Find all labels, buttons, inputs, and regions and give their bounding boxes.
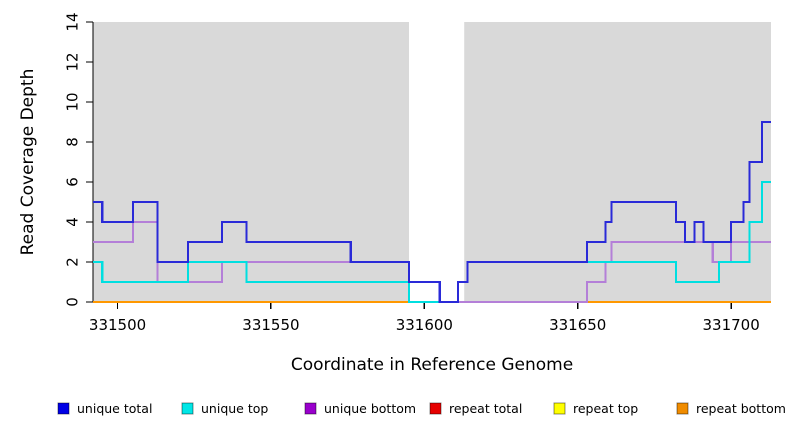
y-tick-label: 10 xyxy=(63,92,81,111)
legend-label: unique top xyxy=(201,401,268,416)
legend: unique total unique top unique bottom repea… xyxy=(57,401,786,416)
y-tick-label: 0 xyxy=(63,297,81,307)
x-tick-label: 331550 xyxy=(242,316,299,334)
y-tick-label: 4 xyxy=(63,217,81,227)
y-tick-label: 12 xyxy=(63,52,81,71)
x-tick-label: 331600 xyxy=(396,316,453,334)
legend-label: repeat total xyxy=(449,401,522,416)
legend-label: unique total xyxy=(77,401,152,416)
y-axis-title: Read Coverage Depth xyxy=(18,69,38,256)
y-tick-label: 2 xyxy=(63,257,81,267)
legend-swatch-unique-total xyxy=(57,402,70,415)
legend-swatch-unique-top xyxy=(181,402,194,415)
y-tick-label: 6 xyxy=(63,177,81,187)
legend-label: unique bottom xyxy=(324,401,416,416)
x-tick-label: 331500 xyxy=(89,316,146,334)
x-axis-title: Coordinate in Reference Genome xyxy=(291,355,573,375)
legend-swatch-repeat-top xyxy=(553,402,566,415)
x-tick-label: 331700 xyxy=(702,316,759,334)
legend-label: repeat bottom xyxy=(696,401,786,416)
legend-swatch-repeat-bottom xyxy=(676,402,689,415)
legend-swatch-unique-bottom xyxy=(304,402,317,415)
y-tick-label: 8 xyxy=(63,137,81,147)
y-tick-label: 14 xyxy=(63,12,81,31)
no-data-gap-band xyxy=(408,22,465,302)
series-line-unique-total xyxy=(93,120,771,304)
x-tick-label: 331650 xyxy=(549,316,606,334)
legend-label: repeat top xyxy=(573,401,638,416)
legend-swatch-repeat-total xyxy=(429,402,442,415)
